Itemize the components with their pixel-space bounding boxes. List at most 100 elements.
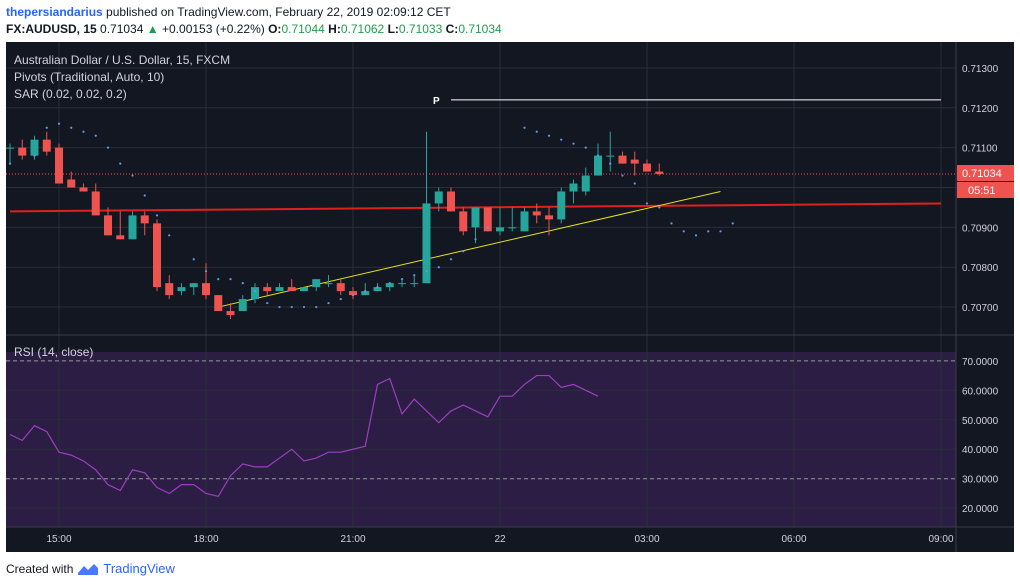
sar-dot xyxy=(486,226,489,229)
candle-body xyxy=(643,163,651,172)
candle-body xyxy=(618,155,627,164)
candle-body xyxy=(55,147,63,184)
candle-body xyxy=(557,191,566,220)
candle-body xyxy=(545,215,553,220)
sar-dot xyxy=(131,174,134,177)
candle-body xyxy=(91,191,100,216)
sar-dot xyxy=(670,222,673,225)
close-value: 0.71034 xyxy=(458,22,502,36)
candle-body xyxy=(67,179,76,188)
price-tick-label: 0.70900 xyxy=(962,223,999,234)
candle-body xyxy=(18,147,27,156)
sar-dot xyxy=(449,258,453,261)
rsi-tick-label: 70.0000 xyxy=(962,357,999,368)
sar-dot xyxy=(315,305,318,309)
time-axis[interactable]: 15:00 18:00 21:00 22 03:00 06:00 09:00 xyxy=(46,534,953,545)
sar-dot xyxy=(192,258,195,261)
chart-area[interactable]: P 0.713000.712000.711000.710000.709000.7… xyxy=(6,42,1014,552)
sar-dot xyxy=(217,278,220,281)
sar-dot xyxy=(584,146,587,149)
candle-body xyxy=(483,207,492,232)
low-value: 0.71033 xyxy=(398,22,443,36)
candle-body xyxy=(226,311,235,316)
last-price-badge-text: 0.71034 xyxy=(962,168,1002,180)
sar-dot xyxy=(8,162,12,165)
candle-body xyxy=(79,187,88,192)
sar-dot xyxy=(155,214,159,217)
candle-body xyxy=(434,191,443,204)
footer: Created with TradingView xyxy=(6,561,175,576)
sar-dot xyxy=(609,162,612,165)
sar-dot xyxy=(596,154,600,157)
rsi-line xyxy=(9,374,599,498)
candle-body xyxy=(104,215,112,236)
last-price: 0.71034 xyxy=(100,22,144,36)
candle-body xyxy=(459,211,468,232)
time-tick-label: 09:00 xyxy=(928,534,953,545)
candle-body xyxy=(324,283,333,285)
rsi-series xyxy=(9,374,599,498)
candle-body xyxy=(6,147,14,149)
sar-dot xyxy=(339,297,342,301)
candle-body xyxy=(251,287,259,300)
candle-body xyxy=(263,287,272,292)
sar-dot xyxy=(45,126,48,129)
sar-dot xyxy=(645,202,649,205)
sar-dot xyxy=(204,270,208,273)
sar-dot xyxy=(413,274,416,277)
sar-dot xyxy=(106,146,110,149)
sar-dot xyxy=(658,206,661,209)
sar-dot xyxy=(523,126,526,129)
candle-body xyxy=(214,295,223,312)
candle-body xyxy=(140,215,149,224)
sar-dot xyxy=(57,122,61,125)
sar-dot xyxy=(94,134,97,137)
candle-body xyxy=(202,283,210,296)
sar-dot xyxy=(560,138,563,141)
price-tick-label: 0.71100 xyxy=(962,144,998,155)
candle-body xyxy=(606,155,615,157)
candle-body xyxy=(177,287,186,292)
candle-body xyxy=(42,139,51,152)
up-arrow-icon: ▲ xyxy=(146,22,159,36)
price-tick-label: 0.70800 xyxy=(962,263,999,274)
low-label: L: xyxy=(387,22,399,36)
rsi-tick-label: 20.0000 xyxy=(962,504,999,515)
time-tick-label: 22 xyxy=(494,534,506,545)
candle-body xyxy=(300,287,308,292)
candle-body xyxy=(128,215,137,240)
price-tick-label: 0.71300 xyxy=(962,64,999,75)
time-tick-label: 06:00 xyxy=(781,534,806,545)
sar-dot xyxy=(731,222,734,225)
legend-rsi: RSI (14, close) xyxy=(14,345,93,359)
candle-body xyxy=(116,235,125,240)
candle-body xyxy=(312,279,321,288)
open-value: 0.71044 xyxy=(281,22,325,36)
candle-body xyxy=(655,171,664,174)
rsi-axis[interactable]: 70.0000 60.0000 50.0000 40.0000 30.0000 20.00… xyxy=(962,357,999,515)
candle-body xyxy=(569,183,578,192)
rsi-band xyxy=(6,352,956,527)
sar-dot xyxy=(168,234,171,237)
sar-dot xyxy=(351,293,355,297)
sar-dot xyxy=(462,250,465,253)
time-tick-label: 15:00 xyxy=(46,534,71,545)
candles xyxy=(6,131,664,320)
time-tick-label: 18:00 xyxy=(193,534,218,545)
candle-body xyxy=(361,291,370,296)
sar-dot xyxy=(376,286,379,289)
publish-info: thepersiandarius published on TradingVie… xyxy=(6,5,451,19)
legend-pivots: Pivots (Traditional, Auto, 10) xyxy=(14,70,164,84)
sar-dot xyxy=(621,174,624,177)
time-tick-label: 03:00 xyxy=(634,534,659,545)
open-label: O: xyxy=(268,22,282,36)
tradingview-link[interactable]: TradingView xyxy=(103,561,175,576)
high-value: 0.71062 xyxy=(340,22,385,36)
author-link[interactable]: thepersiandarius xyxy=(6,5,103,19)
candle-body xyxy=(594,155,602,176)
rsi-tick-label: 50.0000 xyxy=(962,416,999,427)
quote-line: FX:AUDUSD, 15 0.71034 ▲ +0.00153 (+0.22%… xyxy=(6,22,502,36)
close-label: C: xyxy=(445,22,459,36)
sar-dot xyxy=(253,290,257,293)
last-price-badge xyxy=(957,165,1014,181)
